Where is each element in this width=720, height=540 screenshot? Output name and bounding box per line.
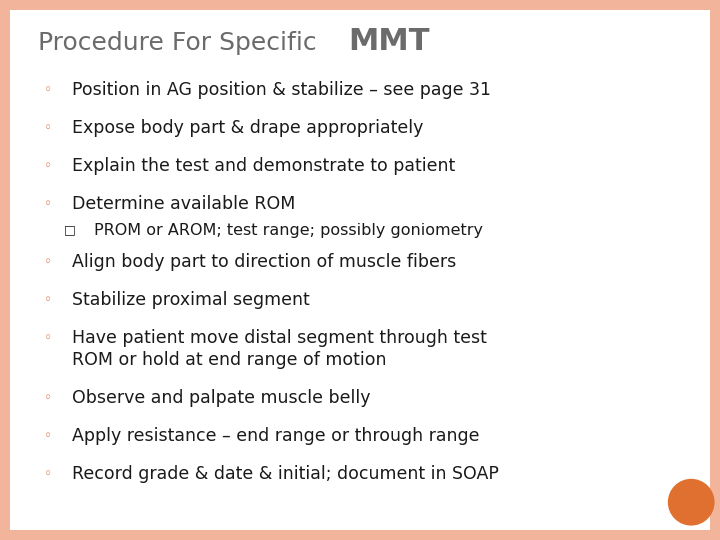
Text: ◦: ◦ bbox=[44, 391, 52, 405]
Text: ROM or hold at end range of motion: ROM or hold at end range of motion bbox=[72, 351, 387, 369]
Text: ◦: ◦ bbox=[44, 121, 52, 135]
Text: ◦: ◦ bbox=[44, 467, 52, 481]
Text: ◦: ◦ bbox=[44, 197, 52, 211]
Text: Record grade & date & initial; document in SOAP: Record grade & date & initial; document … bbox=[72, 465, 499, 483]
Text: Explain the test and demonstrate to patient: Explain the test and demonstrate to pati… bbox=[72, 157, 455, 175]
Bar bbox=[0, 0, 720, 10]
Circle shape bbox=[668, 480, 714, 525]
Text: ◦: ◦ bbox=[44, 429, 52, 443]
Text: ◦: ◦ bbox=[44, 293, 52, 307]
Text: Procedure For Specific: Procedure For Specific bbox=[38, 31, 325, 55]
Text: Expose body part & drape appropriately: Expose body part & drape appropriately bbox=[72, 119, 423, 137]
Text: PROM or AROM; test range; possibly goniometry: PROM or AROM; test range; possibly gonio… bbox=[94, 222, 483, 238]
Text: □: □ bbox=[64, 224, 76, 237]
Text: ◦: ◦ bbox=[44, 331, 52, 345]
Text: Observe and palpate muscle belly: Observe and palpate muscle belly bbox=[72, 389, 371, 407]
Text: Stabilize proximal segment: Stabilize proximal segment bbox=[72, 291, 310, 309]
Text: MMT: MMT bbox=[348, 27, 430, 56]
Bar bbox=[0, 0, 10, 540]
Text: Determine available ROM: Determine available ROM bbox=[72, 195, 295, 213]
Bar bbox=[0, 530, 720, 540]
Text: Have patient move distal segment through test: Have patient move distal segment through… bbox=[72, 329, 487, 347]
Text: ◦: ◦ bbox=[44, 83, 52, 97]
Text: Position in AG position & stabilize – see page 31: Position in AG position & stabilize – se… bbox=[72, 81, 491, 99]
Text: Align body part to direction of muscle fibers: Align body part to direction of muscle f… bbox=[72, 253, 456, 271]
Bar bbox=[710, 0, 720, 540]
Text: ◦: ◦ bbox=[44, 159, 52, 173]
Text: Apply resistance – end range or through range: Apply resistance – end range or through … bbox=[72, 427, 480, 445]
Text: ◦: ◦ bbox=[44, 255, 52, 269]
